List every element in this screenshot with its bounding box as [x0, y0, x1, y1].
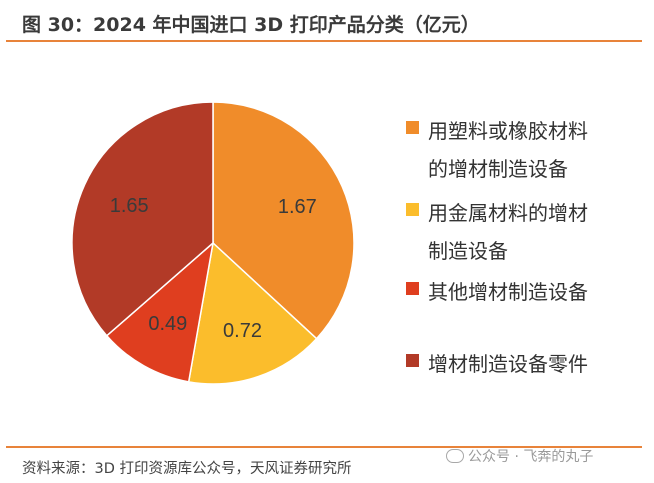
legend-label-1-line-1: 用塑料或橡胶材料 — [428, 119, 588, 143]
legend-label-2-line-2: 制造设备 — [428, 239, 508, 263]
pie-data-labels: 1.67 0.72 0.49 1.65 — [110, 195, 317, 342]
data-label-3: 0.49 — [148, 313, 187, 335]
legend-swatch-2 — [406, 203, 419, 216]
source-note: 资料来源：3D 打印资源库公众号，天风证券研究所 — [22, 461, 352, 477]
chart-title: 图 30：2024 年中国进口 3D 打印产品分类（亿元） — [22, 14, 480, 36]
pie-slice-1 — [212, 101, 355, 340]
legend-label-2-line-1: 用金属材料的增材 — [428, 201, 588, 225]
title-divider — [6, 40, 642, 42]
pie-slice-2 — [187, 241, 318, 385]
footer-divider — [6, 446, 642, 448]
pie-slice-4 — [71, 101, 214, 337]
watermark-text: 公众号 · 飞奔的丸子 — [468, 449, 594, 465]
wechat-icon — [446, 449, 464, 463]
data-label-4: 1.65 — [110, 195, 149, 217]
legend-swatch-3 — [406, 282, 419, 295]
watermark: 公众号 · 飞奔的丸子 — [446, 446, 593, 466]
data-label-1: 1.67 — [278, 196, 317, 218]
legend-item-1: 用塑料或橡胶材料 的增材制造设备 — [406, 112, 646, 188]
legend-item-3: 其他增材制造设备 — [406, 273, 646, 311]
legend-label-4-line-1: 增材制造设备零件 — [428, 352, 588, 376]
legend-swatch-4 — [406, 354, 419, 367]
legend-item-2: 用金属材料的增材 制造设备 — [406, 194, 646, 270]
pie-slice-3 — [105, 241, 215, 383]
pie-slices — [71, 101, 355, 385]
data-label-2: 0.72 — [223, 320, 262, 342]
legend-swatch-1 — [406, 121, 419, 134]
legend-label-3-line-1: 其他增材制造设备 — [428, 280, 588, 304]
legend-label-1-line-2: 的增材制造设备 — [428, 157, 568, 181]
legend-item-4: 增材制造设备零件 — [406, 345, 646, 383]
chart-legend: 用塑料或橡胶材料 的增材制造设备 用金属材料的增材 制造设备 其他增材制造设备 增材制造设… — [406, 112, 646, 405]
